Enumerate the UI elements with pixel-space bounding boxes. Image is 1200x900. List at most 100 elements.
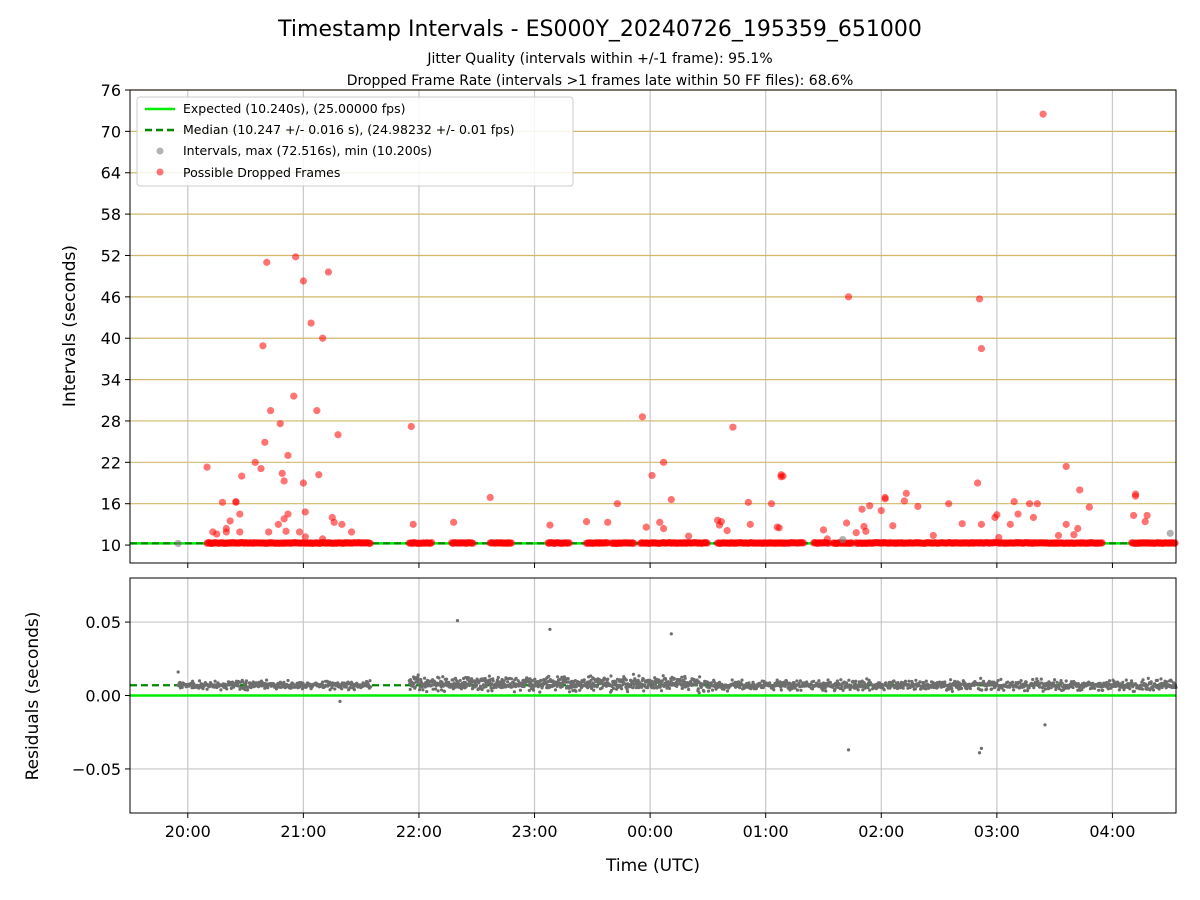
residual-point: [1121, 680, 1125, 685]
residual-point: [1107, 679, 1112, 683]
dropped-frame-point: [338, 520, 346, 528]
residual-point: [340, 687, 344, 691]
interval-point: [1166, 529, 1174, 537]
dropped-frame-point: [604, 518, 612, 526]
residual-point: [560, 684, 564, 689]
dropped-frame-point: [977, 520, 986, 528]
residual-point: [304, 685, 309, 689]
residual-point: [509, 677, 514, 681]
residual-point: [1027, 686, 1031, 690]
residual-point: [984, 687, 989, 691]
residual-point: [1035, 677, 1039, 681]
residual-point: [990, 687, 994, 691]
intervals-scatter: [174, 110, 1179, 548]
x-tick-label: 01:00: [743, 822, 789, 841]
residual-point: [266, 686, 270, 690]
dropped-frame-point: [330, 518, 338, 526]
residual-point: [1157, 687, 1161, 691]
intervals-y-tick-label: 58: [101, 205, 121, 224]
residual-point: [854, 679, 858, 683]
residual-point: [330, 686, 334, 690]
residuals-y-tick-label: −0.05: [72, 760, 121, 779]
residual-point: [600, 681, 604, 685]
dropped-frame-point: [263, 258, 271, 266]
x-tick-label: 22:00: [396, 822, 442, 841]
residual-point: [1031, 677, 1035, 682]
residual-point: [1053, 678, 1057, 682]
residual-point: [489, 686, 493, 690]
residual-point: [884, 681, 888, 685]
dropped-frame-point: [703, 539, 711, 547]
residual-point: [205, 687, 209, 691]
dropped-frame-point: [1070, 531, 1078, 539]
residual-point: [1022, 685, 1026, 689]
residual-point: [924, 679, 928, 683]
residual-point: [868, 688, 872, 692]
residual-point: [480, 687, 484, 692]
dropped-frame-point: [1130, 511, 1138, 520]
residual-point: [949, 678, 953, 682]
residual-point: [696, 687, 700, 691]
dropped-frame-point: [232, 498, 240, 506]
dropped-frame-point: [299, 479, 307, 487]
residual-point: [865, 677, 869, 681]
residual-point: [1076, 688, 1080, 692]
residual-point: [775, 678, 779, 682]
dropped-frame-point: [659, 524, 668, 533]
residual-point: [950, 689, 955, 694]
figure-title: Timestamp Intervals - ES000Y_20240726_19…: [277, 17, 922, 42]
residual-point: [861, 688, 865, 692]
dropped-frame-point: [902, 489, 910, 497]
residual-point: [368, 679, 372, 683]
intervals-y-ticks: 10 16 22 28 34 40 46 52 58 64 70 76: [101, 81, 130, 555]
residual-point: [960, 686, 964, 691]
residual-point: [979, 676, 983, 681]
residual-point: [1036, 679, 1040, 684]
residual-point: [841, 688, 845, 693]
intervals-y-tick-label: 70: [101, 122, 121, 141]
residual-point: [847, 678, 851, 682]
residual-point: [518, 688, 523, 692]
residual-outlier-point: [669, 632, 673, 636]
residual-point: [1043, 687, 1047, 691]
residual-point: [533, 677, 537, 681]
residual-point: [697, 691, 701, 695]
dropped-frame-point: [900, 497, 908, 505]
intervals-y-tick-label: 10: [101, 536, 121, 555]
dropped-frame-point: [1006, 520, 1014, 528]
residual-point: [539, 679, 543, 683]
residual-point: [1124, 678, 1128, 682]
dropped-frame-point: [347, 528, 356, 536]
residual-point: [833, 687, 837, 691]
dropped-frame-point: [819, 526, 828, 534]
residual-point: [641, 677, 645, 681]
residual-point: [655, 686, 659, 690]
residual-point: [866, 686, 870, 690]
residual-point: [826, 678, 830, 682]
residual-point: [348, 686, 352, 690]
dropped-frame-point: [1010, 498, 1018, 506]
residual-point: [1051, 681, 1056, 685]
dropped-frame-point: [319, 334, 327, 342]
intervals-legend: Expected (10.240s), (25.00000 fps) Media…: [136, 96, 574, 187]
residual-point: [1032, 686, 1036, 690]
residual-point: [698, 675, 702, 679]
dropped-frame-point: [582, 518, 591, 526]
residual-point: [859, 683, 863, 687]
residual-point: [1146, 676, 1150, 681]
residual-point: [835, 679, 840, 683]
residual-point: [679, 683, 684, 687]
residual-point: [593, 683, 597, 687]
residual-point: [213, 679, 217, 683]
dropped-frame-point: [1141, 518, 1149, 526]
residual-point: [795, 679, 799, 683]
residual-point: [821, 688, 825, 692]
residual-point: [863, 686, 867, 690]
dropped-frame-point: [315, 471, 323, 479]
dropped-frame-point: [823, 535, 831, 543]
residual-point: [1116, 680, 1120, 684]
dropped-frame-point: [301, 533, 309, 541]
jitter-quality-subtitle: Jitter Quality (intervals within +/-1 fr…: [426, 51, 772, 67]
residual-point: [563, 676, 567, 680]
residual-point: [1130, 681, 1134, 685]
